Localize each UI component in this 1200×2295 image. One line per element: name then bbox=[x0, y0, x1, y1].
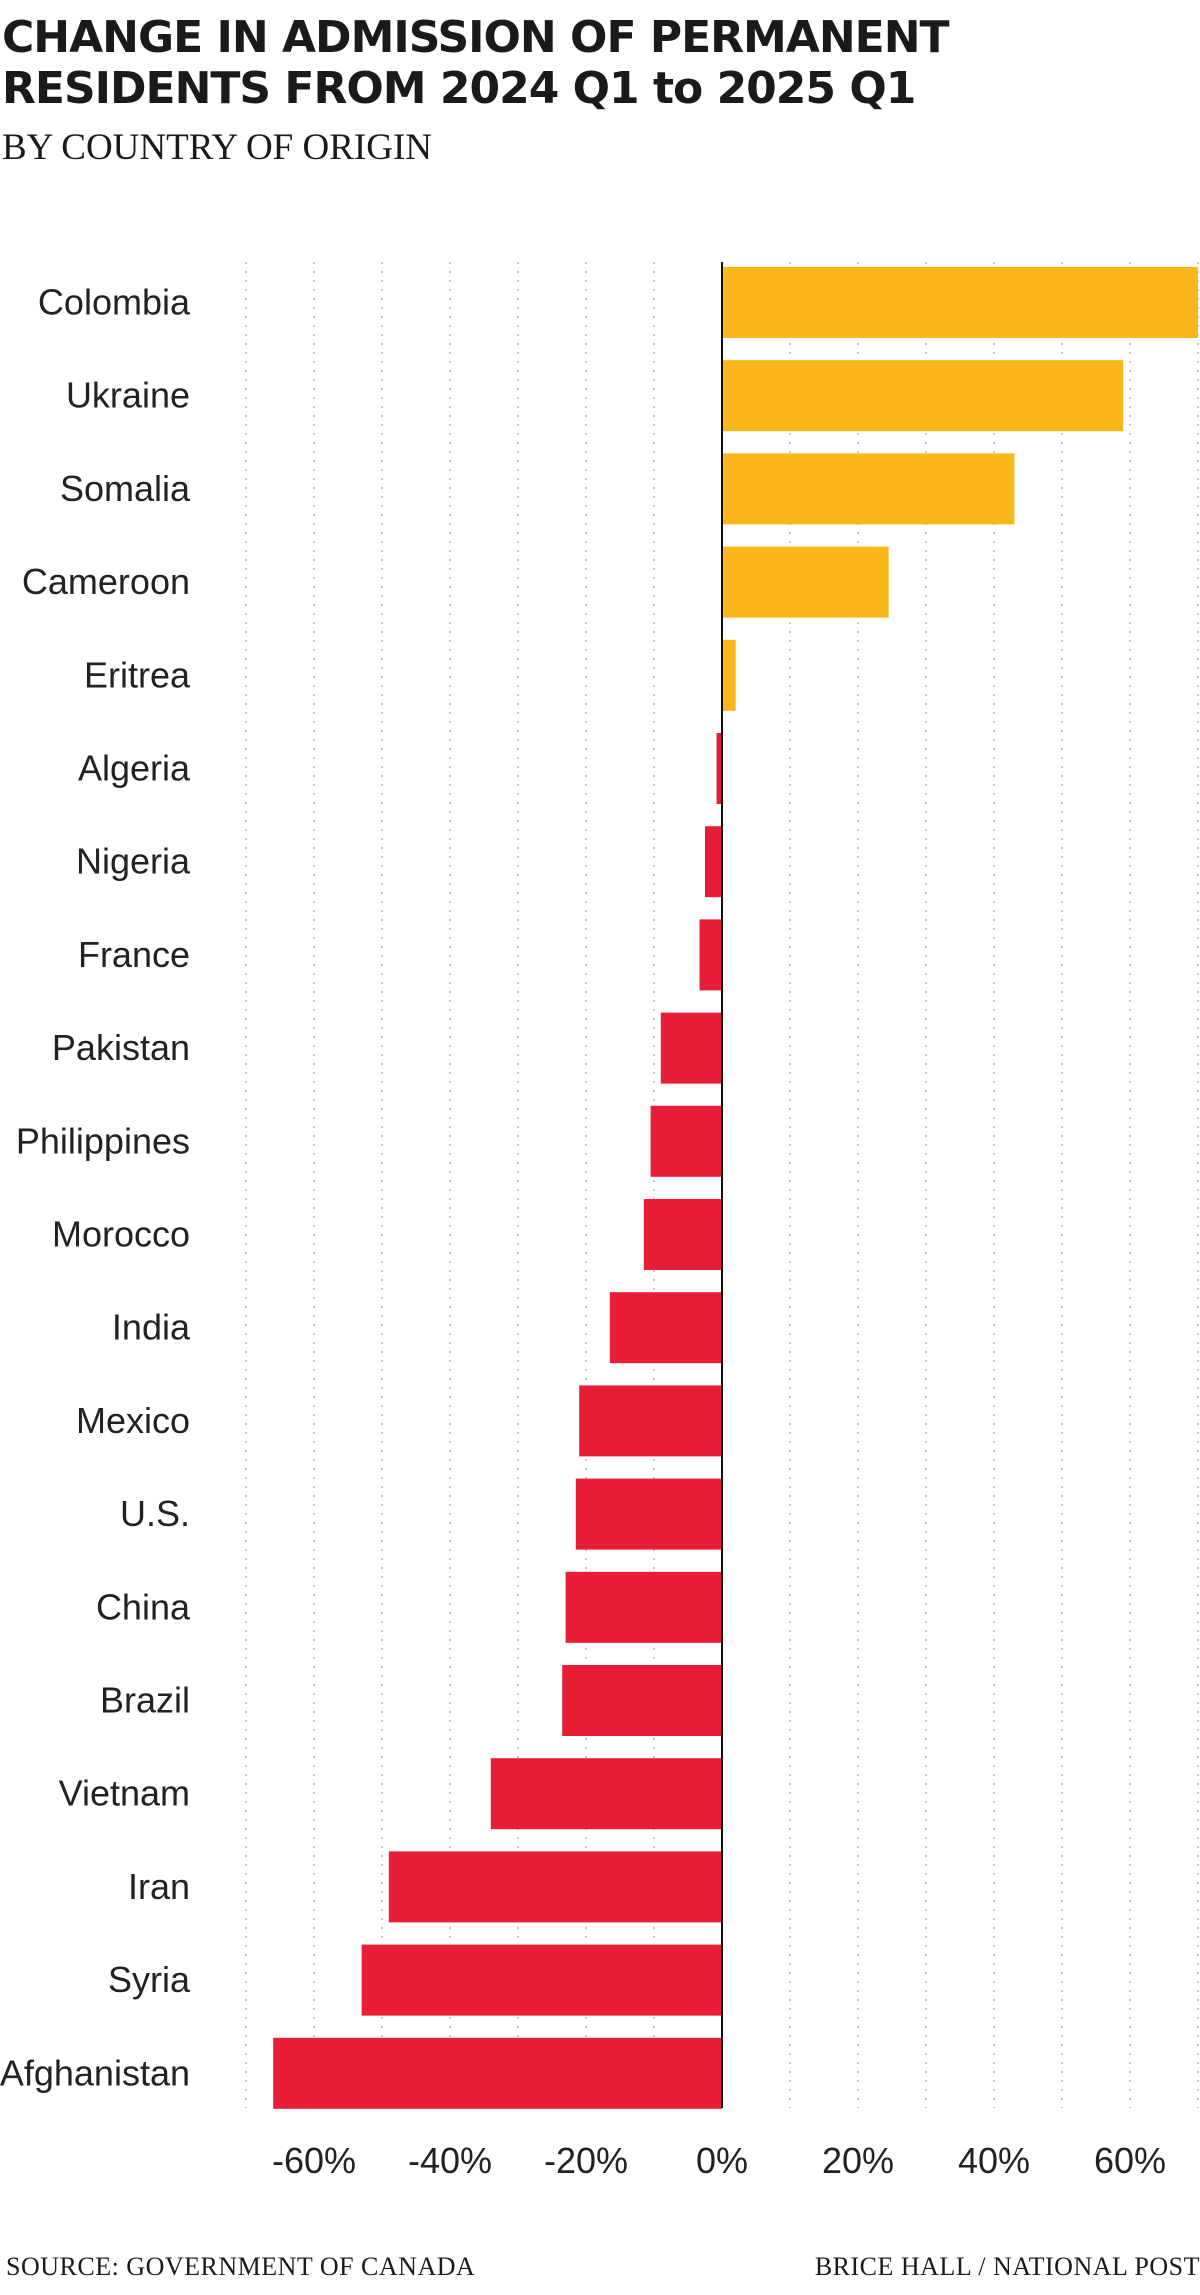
x-tick-label: -60% bbox=[272, 2140, 356, 2181]
bar-vietnam bbox=[490, 1758, 722, 1830]
credit-note: BRICE HALL / NATIONAL POST bbox=[814, 2252, 1200, 2281]
category-label: Mexico bbox=[76, 1400, 190, 1441]
bar-afghanistan bbox=[273, 2037, 722, 2109]
bars bbox=[273, 267, 1198, 2109]
category-label: Ukraine bbox=[66, 375, 190, 416]
bar-eritrea bbox=[722, 639, 736, 711]
x-tick-label: 60% bbox=[1094, 2140, 1166, 2181]
category-label: Nigeria bbox=[76, 841, 191, 882]
category-labels: Colombia Ukraine Somalia Cameroon Eritrea Alg… bbox=[0, 282, 191, 2094]
category-label: U.S. bbox=[120, 1493, 190, 1534]
bar-colombia bbox=[722, 267, 1198, 338]
category-label: Philippines bbox=[16, 1120, 190, 1161]
category-label: Somalia bbox=[60, 468, 191, 509]
bar-pakistan bbox=[660, 1012, 722, 1084]
bar-cameroon bbox=[722, 546, 889, 618]
chart-title: CHANGE IN ADMISSION OF PERMANENT RESIDEN… bbox=[2, 12, 950, 114]
bar-mexico bbox=[579, 1385, 722, 1457]
category-label: Afghanistan bbox=[0, 2052, 190, 2093]
bar-algeria bbox=[716, 733, 722, 804]
bar-philippines bbox=[650, 1105, 722, 1177]
category-label: Syria bbox=[108, 1959, 191, 2000]
bar-brazil bbox=[562, 1665, 722, 1736]
bar-china bbox=[565, 1571, 722, 1643]
bar-nigeria bbox=[705, 826, 722, 898]
x-axis-ticks: -60% -40% -20% 0% 20% 40% 60% bbox=[272, 2140, 1166, 2181]
bar-syria bbox=[361, 1944, 722, 2016]
category-label: Cameroon bbox=[22, 561, 190, 602]
category-label: Iran bbox=[128, 1866, 190, 1907]
category-label: France bbox=[78, 934, 190, 975]
category-label: Vietnam bbox=[59, 1773, 190, 1814]
category-label: India bbox=[112, 1307, 191, 1348]
bar-morocco bbox=[643, 1199, 722, 1270]
x-tick-label: 40% bbox=[958, 2140, 1030, 2181]
x-tick-label: 0% bbox=[696, 2140, 748, 2181]
bar-india bbox=[609, 1292, 722, 1364]
category-label: Pakistan bbox=[52, 1027, 190, 1068]
category-label: Morocco bbox=[52, 1214, 190, 1255]
x-tick-label: 20% bbox=[822, 2140, 894, 2181]
bar-somalia bbox=[722, 453, 1015, 525]
bar-france bbox=[699, 919, 722, 991]
category-label: Colombia bbox=[38, 282, 191, 323]
category-label: Eritrea bbox=[84, 654, 191, 695]
chart-subtitle: BY COUNTRY OF ORIGIN bbox=[2, 127, 432, 168]
bar-ukraine bbox=[722, 360, 1124, 432]
category-label: Brazil bbox=[100, 1680, 190, 1721]
category-label: Algeria bbox=[78, 748, 191, 789]
x-tick-label: -40% bbox=[408, 2140, 492, 2181]
source-note: SOURCE: GOVERNMENT OF CANADA bbox=[6, 2252, 476, 2281]
bar-iran bbox=[388, 1851, 722, 1923]
bar-u-s bbox=[575, 1478, 722, 1550]
category-label: China bbox=[96, 1586, 191, 1627]
x-tick-label: -20% bbox=[544, 2140, 628, 2181]
